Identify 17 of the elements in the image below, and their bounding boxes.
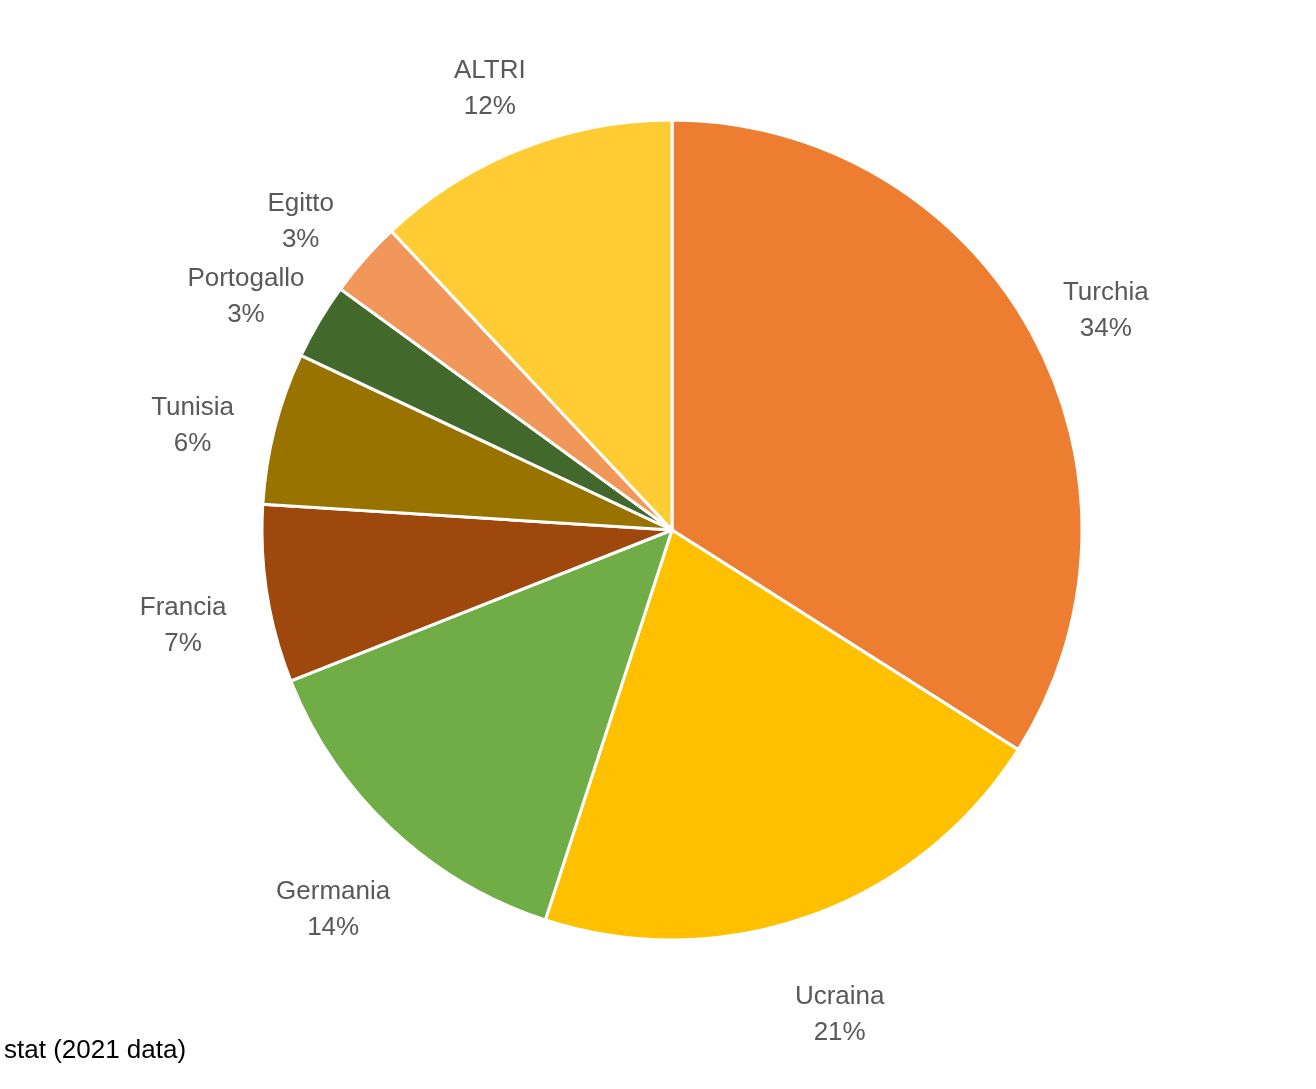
slice-label: Portogallo [187,262,305,293]
slice-label: Francia [139,591,227,622]
data-label: 34% [1079,311,1132,342]
data-label: 21% [813,1015,866,1046]
slice-label: Ucraina [794,979,886,1010]
data-label: 3% [281,222,320,253]
slice-label: Egitto [267,186,334,217]
slice-label: Tunisia [151,390,235,421]
data-label: 6% [173,426,212,457]
slice-label: Germania [276,874,391,905]
data-label: 12% [463,89,516,120]
text: stat (2021 data) [4,1034,187,1064]
slice-label: Turchia [1062,275,1150,306]
slice-label: ALTRI [453,53,526,84]
data-label: 3% [227,298,265,329]
data-label: 14% [307,910,360,941]
data-label: 7% [164,627,202,658]
